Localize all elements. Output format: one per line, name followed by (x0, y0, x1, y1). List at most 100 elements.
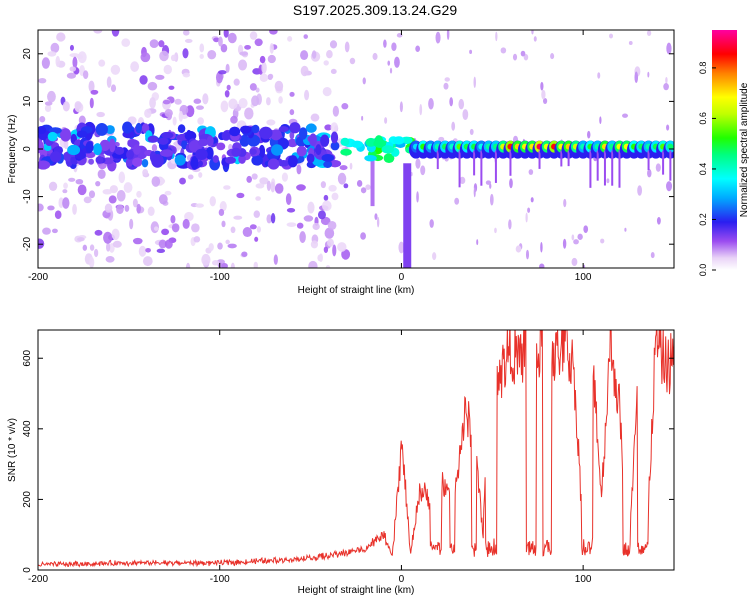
heat-noise-blob (444, 77, 450, 82)
heat-streak (403, 163, 412, 268)
heat-noise-blob (246, 175, 253, 183)
heat-noise-blob (118, 171, 126, 184)
heat-noise-blob (269, 30, 278, 35)
heat-noise-blob (469, 49, 473, 55)
heat-noise-blob (221, 220, 226, 228)
heat-band-blob (287, 155, 298, 168)
heat-noise-blob (217, 242, 223, 250)
heat-noise-blob (44, 104, 52, 112)
heat-noise-blob (202, 93, 209, 105)
heat-noise-blob (136, 190, 142, 198)
heat-noise-blob (132, 237, 143, 245)
heat-band-blob (197, 138, 209, 147)
heat-streak (509, 150, 512, 176)
heat-noise-blob (446, 30, 450, 40)
heat-noise-blob (145, 247, 151, 253)
heat-noise-blob (317, 210, 326, 220)
heat-band-blob (122, 121, 133, 134)
heat-noise-blob (515, 245, 522, 253)
heat-noise-blob (527, 207, 531, 213)
heat-band-blob (126, 149, 134, 160)
heat-noise-blob (47, 205, 55, 211)
heat-noise-blob (97, 169, 106, 179)
heat-noise-blob (195, 105, 204, 110)
heat-band-blob (306, 153, 315, 164)
heat-noise-blob (218, 70, 227, 75)
heat-noise-blob (341, 103, 349, 110)
heat-noise-blob (274, 80, 284, 92)
heat-streak (458, 150, 461, 188)
heat-noise-blob (112, 240, 122, 248)
heat-band-blob (225, 156, 236, 164)
spectrogram-x-tick-label: 0 (399, 272, 405, 283)
heat-noise-blob (251, 173, 258, 180)
heat-noise-blob (178, 110, 184, 122)
heat-noise-blob (308, 260, 318, 268)
heat-noise-blob (170, 215, 176, 224)
snr-x-tick-label: -200 (28, 574, 48, 585)
heat-noise-blob (244, 44, 251, 50)
heat-noise-blob (207, 49, 217, 60)
heat-noise-blob (300, 50, 309, 61)
heat-noise-blob (215, 71, 223, 84)
heat-streak (494, 150, 497, 183)
heat-noise-blob (74, 101, 82, 110)
heat-noise-blob (539, 263, 545, 268)
heat-noise-blob (289, 91, 295, 97)
heat-noise-blob (438, 136, 445, 142)
heat-noise-blob (230, 262, 235, 268)
heat-band-blob (267, 158, 280, 170)
heat-noise-blob (550, 53, 555, 60)
heat-noise-blob (628, 40, 633, 46)
heat-noise-blob (130, 61, 140, 72)
heat-band-blob (381, 145, 395, 154)
colorbar: 0.0 0.2 0.4 0.6 0.8 Normalized spectral ampl… (698, 30, 750, 276)
heat-band-blob (158, 137, 169, 145)
heat-noise-blob (655, 163, 661, 172)
heat-noise-blob (164, 109, 173, 118)
heat-noise-blob (218, 208, 225, 217)
heat-noise-blob (111, 228, 120, 241)
heat-noise-blob (142, 256, 153, 267)
heat-noise-blob (105, 242, 111, 252)
heat-noise-blob (147, 81, 158, 91)
heat-noise-blob (233, 78, 240, 86)
heat-noise-blob (255, 183, 265, 189)
heat-noise-blob (323, 60, 329, 66)
heat-noise-blob (140, 52, 151, 63)
heat-streak (596, 150, 599, 181)
heat-band-blob (205, 146, 214, 160)
heat-noise-blob (531, 30, 534, 35)
heat-noise-blob (195, 203, 204, 208)
heat-noise-blob (666, 42, 672, 55)
heat-noise-blob (193, 98, 202, 104)
heat-noise-blob (324, 124, 333, 131)
heat-noise-blob (458, 98, 465, 110)
heat-noise-blob (69, 44, 74, 51)
heat-noise-blob (42, 227, 51, 235)
heat-band-blob (321, 154, 335, 162)
heat-noise-blob (599, 116, 602, 124)
heat-noise-blob (520, 50, 526, 57)
heat-noise-blob (48, 181, 58, 191)
heat-streak (370, 158, 375, 207)
heat-noise-blob (255, 196, 261, 201)
heat-noise-blob (108, 195, 117, 204)
heat-band-blob (132, 157, 143, 167)
heat-noise-blob (663, 83, 669, 91)
heat-streak (480, 150, 483, 186)
heat-noise-blob (528, 169, 534, 175)
heat-band-blob (47, 131, 58, 142)
snr-x-tick-label: -100 (210, 574, 230, 585)
heat-noise-blob (473, 76, 476, 89)
heat-band-blob (93, 143, 102, 156)
heat-noise-blob (197, 117, 204, 125)
heat-noise-blob (420, 165, 426, 176)
heat-noise-blob (637, 185, 643, 196)
snr-x-label: Height of straight line (km) (298, 585, 415, 596)
heat-band-blob (330, 141, 340, 151)
snr-panel: -200 -100 0 100 0 200 400 600 Height of straig… (7, 329, 675, 596)
heat-noise-blob (259, 55, 266, 64)
heat-noise-blob (182, 72, 191, 78)
heat-noise-blob (318, 253, 323, 263)
